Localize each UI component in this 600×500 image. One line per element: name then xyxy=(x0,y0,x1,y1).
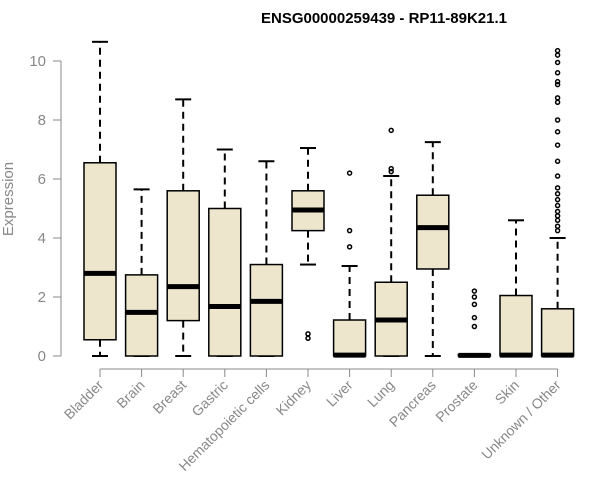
box-brain xyxy=(124,188,159,357)
box-breast xyxy=(166,98,200,357)
outlier-point xyxy=(471,294,478,300)
outlier-point xyxy=(554,47,561,54)
outlier-point xyxy=(554,95,561,101)
box-bladder xyxy=(83,40,117,357)
y-tick-label: 0 xyxy=(38,348,46,365)
box-lung xyxy=(374,127,408,357)
y-tick-label: 2 xyxy=(38,289,46,306)
outlier-point xyxy=(554,59,561,66)
outlier-point xyxy=(471,323,478,330)
outlier-point xyxy=(471,288,478,294)
outlier-point xyxy=(554,202,561,209)
box-skin xyxy=(499,219,533,358)
outlier-point xyxy=(554,227,561,234)
box-iqr xyxy=(83,162,117,341)
outlier-point xyxy=(388,165,394,172)
box-iqr xyxy=(416,194,450,270)
outlier-point xyxy=(554,70,561,76)
outlier-point xyxy=(554,117,561,123)
box-hematopoietic-cells xyxy=(249,160,284,357)
outlier-point xyxy=(554,196,561,203)
x-tick-label: Bladder xyxy=(61,377,107,423)
outlier-point xyxy=(554,158,561,165)
outlier-point xyxy=(554,81,561,88)
box-prostate xyxy=(457,288,492,358)
y-axis-label: Expression xyxy=(0,162,17,236)
y-tick-label: 6 xyxy=(38,171,46,188)
outlier-point xyxy=(554,52,561,58)
outlier-point xyxy=(471,314,478,321)
box-gastric xyxy=(208,148,242,357)
box-iqr xyxy=(540,308,575,357)
box-series xyxy=(83,40,575,358)
chart-title: ENSG00000259439 - RP11-89K21.1 xyxy=(261,10,507,27)
y-tick-label: 8 xyxy=(38,112,46,129)
y-tick-label: 10 xyxy=(29,53,46,70)
outlier-point xyxy=(554,99,561,106)
outlier-point xyxy=(554,173,561,179)
x-tick-label: Lung xyxy=(364,377,397,410)
outlier-point xyxy=(388,168,394,175)
x-tick-label: Prostate xyxy=(432,377,480,425)
outlier-point xyxy=(554,223,561,229)
x-tick-label: Breast xyxy=(149,377,189,417)
box-iqr xyxy=(208,207,242,357)
outlier-point xyxy=(554,78,561,85)
outlier-point xyxy=(554,213,561,219)
outlier-point xyxy=(346,244,353,250)
outlier-point xyxy=(305,331,311,337)
box-iqr xyxy=(166,190,200,322)
box-pancreas xyxy=(416,141,450,357)
box-liver xyxy=(332,170,367,358)
outlier-point xyxy=(305,335,311,342)
outlier-point xyxy=(554,191,561,197)
outlier-point xyxy=(554,185,561,191)
box-iqr xyxy=(499,294,533,357)
outlier-point xyxy=(471,301,478,308)
x-tick-label: Brain xyxy=(113,377,147,411)
box-iqr xyxy=(332,319,367,357)
y-tick-label: 4 xyxy=(38,230,46,247)
x-tick-label: Liver xyxy=(323,377,356,410)
x-tick-label: Skin xyxy=(492,377,523,408)
outlier-point xyxy=(554,142,561,148)
box-unknown-other xyxy=(540,47,575,358)
outlier-point xyxy=(388,127,394,134)
outlier-point xyxy=(554,208,561,215)
outlier-point xyxy=(346,170,353,176)
box-iqr xyxy=(249,263,284,357)
box-kidney xyxy=(291,147,325,342)
y-axis: 0 2 4 6 8 10 xyxy=(29,53,62,365)
x-tick-label: Unknown / Other xyxy=(478,377,564,463)
outlier-point xyxy=(554,129,561,135)
outlier-point xyxy=(346,227,353,234)
outlier-point xyxy=(554,217,561,224)
box-iqr xyxy=(124,274,159,357)
x-tick-label: Kidney xyxy=(273,377,315,419)
